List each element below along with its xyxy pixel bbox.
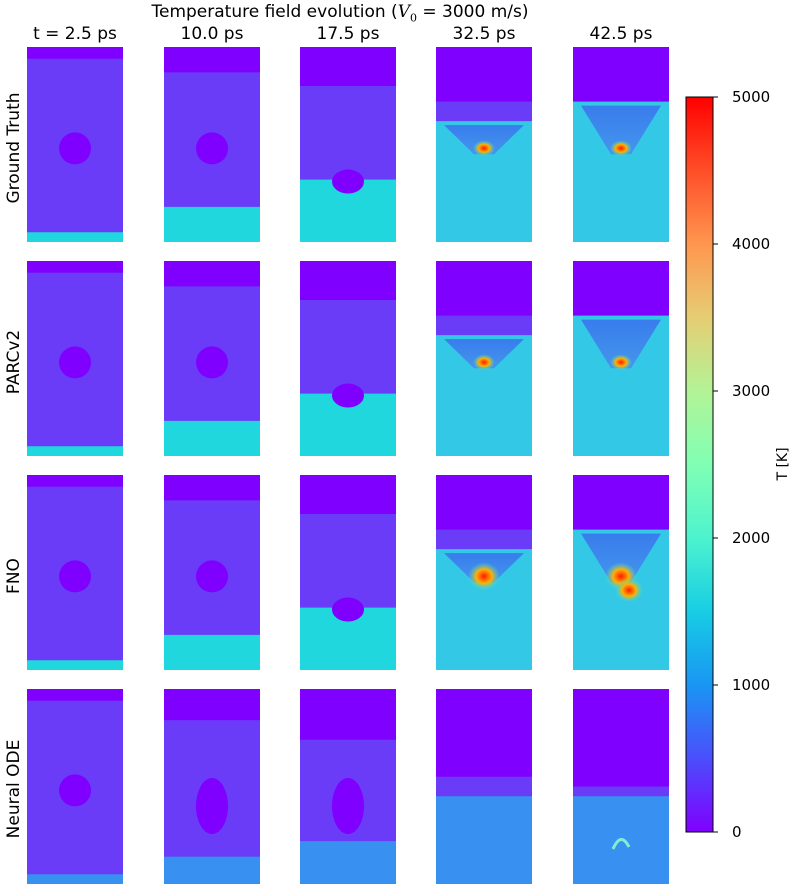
heatmap-panel [300,261,396,456]
column-label-t32-5: 32.5 ps [452,24,516,44]
heatmap-panel [300,689,396,884]
void [196,560,228,593]
heatmap-panel [573,475,669,670]
shock-region [27,232,123,242]
colorbar-tick-label: 2000 [732,529,771,547]
void [332,169,364,194]
jet-region [581,533,661,583]
colorbar-tick-label: 5000 [732,88,771,106]
void [196,132,228,165]
hotspot [473,140,495,157]
hotspot [610,140,632,157]
colorbar-title: T [K] [775,447,791,481]
heatmap-panel [27,475,123,670]
heatmap-panel [164,475,260,670]
cold-region [436,475,532,530]
heatmap-panel [573,689,669,884]
cold-region [164,475,260,501]
cold-region [27,475,123,487]
cold-region [164,261,260,287]
cold-region [573,475,669,532]
jet-region [444,339,524,369]
hotspot [473,354,495,371]
jet-region [444,125,524,155]
void [332,383,364,408]
cold-region [300,261,396,300]
hotspot [468,562,500,591]
chart-title: Temperature field evolution (V0 = 3000 m… [151,2,529,25]
heatmap-panel [573,47,669,242]
cold-region [436,689,532,777]
colorbar-tick-label: 3000 [732,382,771,400]
cold-region [164,47,260,73]
cold-region [573,689,669,787]
shock-region [164,420,260,456]
heatmap-panel [300,475,396,670]
cold-region [436,47,532,102]
colorbar [685,96,714,833]
shock-region [27,446,123,456]
column-label-t10: 10.0 ps [180,24,244,44]
void [332,597,364,622]
void [196,778,228,834]
jet-region [581,105,661,155]
shock-region [164,634,260,670]
colorbar-tick-label: 1000 [732,676,771,694]
column-label-t42-5: 42.5 ps [589,24,653,44]
shock-region [436,796,532,884]
void [59,132,91,165]
heatmap-panel [164,689,260,884]
heatmap-panel [436,261,532,456]
heatmap-panel [573,261,669,456]
cold-region [27,261,123,273]
shock-region [27,874,123,884]
heatmap-panel [436,475,532,670]
void [332,778,364,834]
cold-region [573,47,669,104]
colorbar-tick-label: 0 [732,823,742,841]
shock-region [300,841,396,884]
hotspot [610,354,632,371]
cold-region [300,47,396,86]
shock-region [164,206,260,242]
cold-region [300,689,396,740]
heatmap-panel [27,47,123,242]
cold-region [573,261,669,318]
hotspot [615,578,643,603]
column-label-t17-5: 17.5 ps [316,24,380,44]
heatmap-panel [27,689,123,884]
cold-region [27,689,123,701]
heatmap-panel [164,261,260,456]
cold-region [164,689,260,721]
cold-region [436,261,532,316]
jet-region [581,319,661,369]
heatmap-panel [436,689,532,884]
heatmap-panel [27,261,123,456]
void [59,560,91,593]
cold-region [27,47,123,59]
shock-region [164,856,260,884]
void [196,346,228,379]
void [59,774,91,807]
heatmap-panel [300,47,396,242]
void [59,346,91,379]
cold-region [300,475,396,514]
column-label-t2-5: t = 2.5 ps [33,24,117,44]
colorbar-tick-label: 4000 [732,235,771,253]
hotspot [611,838,631,850]
heatmap-panel [436,47,532,242]
shock-region [27,660,123,670]
heatmap-panel [164,47,260,242]
